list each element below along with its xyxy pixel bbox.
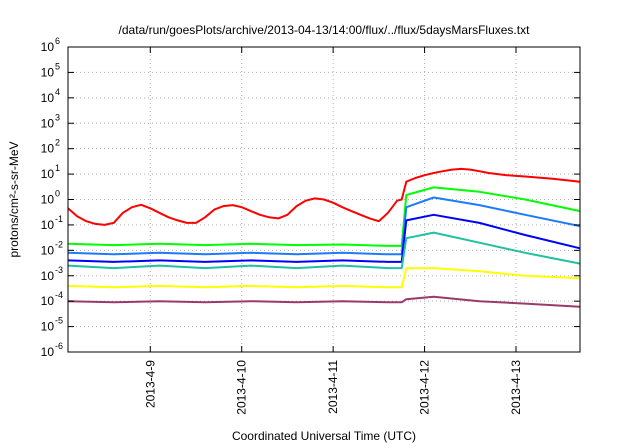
x-tick-label: 2013-4-10 [235,360,249,415]
x-tick-label: 2013-4-12 [418,360,432,415]
y-axis: 10 -610 -510 -410 -310 -210 -110 010 110 210 310 41… [41,36,580,359]
x-axis: 2013-4-9 2013-4-10 2013-4-11 2013-4-12 2013-… [143,47,523,415]
y-tick-label: 10 [41,320,55,334]
y-tick-exponent: 5 [55,61,60,71]
y-tick-exponent: -4 [55,290,63,300]
y-tick-label: 10 [41,65,55,79]
y-tick-exponent: -2 [55,239,63,249]
y-tick-exponent: -5 [55,316,63,326]
y-tick-exponent: 4 [55,87,60,97]
y-tick-exponent: 3 [55,112,60,122]
y-tick-label: 10 [41,116,55,130]
y-tick-label: 10 [41,91,55,105]
y-tick-label: 10 [41,345,55,359]
series-line-1 [67,167,581,226]
y-tick-label: 10 [41,193,55,207]
series-line-6 [67,267,581,289]
y-tick-label: 10 [41,269,55,283]
series-line-3 [67,196,581,256]
y-axis-label: protons/cm²-s-sr-MeV [7,141,21,257]
y-tick-exponent: 2 [55,138,60,148]
series-line-2 [67,186,581,247]
x-tick-label: 2013-4-11 [326,360,340,414]
x-axis-label: Coordinated Universal Time (UTC) [232,429,416,443]
y-tick-label: 10 [41,167,55,181]
series-line-4 [67,213,581,263]
y-tick-label: 10 [41,142,55,156]
series-layer [67,167,581,308]
y-tick-label: 10 [41,40,55,54]
y-tick-exponent: -1 [55,214,63,224]
y-tick-label: 10 [41,243,55,257]
x-tick-label: 2013-4-9 [143,360,157,408]
y-tick-label: 10 [41,294,55,308]
y-tick-exponent: -3 [55,265,63,275]
y-tick-exponent: 6 [55,36,60,46]
series-line-5 [67,231,581,270]
y-tick-exponent: 1 [55,163,60,173]
series-line-7 [67,295,581,308]
chart-title: /data/run/goesPlots/archive/2013-04-13/1… [119,23,531,37]
x-tick-label: 2013-4-13 [509,360,523,415]
y-tick-label: 10 [41,218,55,232]
y-tick-exponent: -6 [55,341,63,351]
y-tick-exponent: 0 [55,189,60,199]
